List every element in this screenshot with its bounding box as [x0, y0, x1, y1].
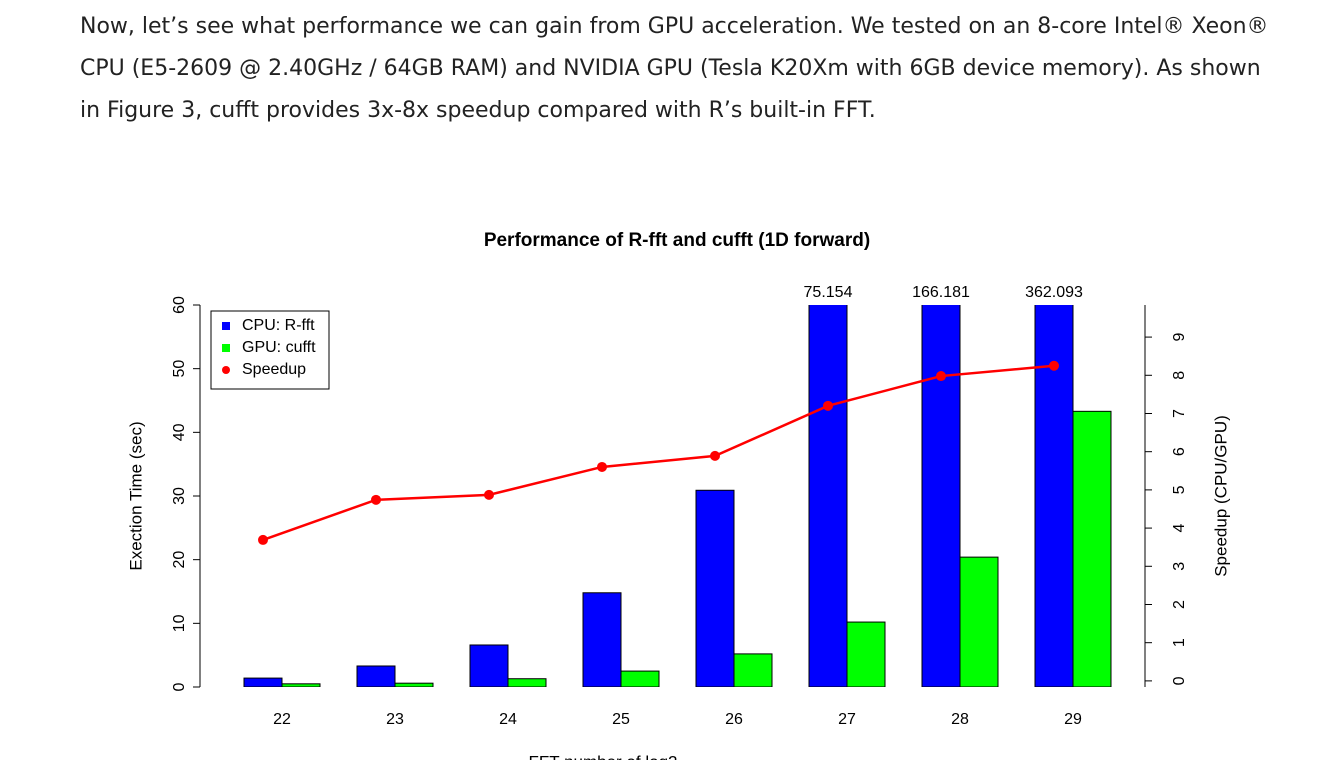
legend-label: GPU: cufft: [242, 339, 316, 356]
y2-tick-label: 0: [1171, 676, 1188, 685]
y-tick-label: 10: [171, 614, 188, 632]
x-tick-label: 22: [273, 711, 291, 728]
speedup-point: [710, 450, 720, 461]
bar: [507, 678, 547, 687]
speedup-point: [823, 400, 833, 411]
y2-tick-label: 1: [1171, 638, 1188, 647]
speedup-point: [936, 371, 946, 382]
legend-label: Speedup: [242, 361, 306, 378]
x-tick-label: 29: [1064, 711, 1082, 728]
x-tick-label: 25: [612, 711, 630, 728]
y2-tick-label: 8: [1171, 371, 1188, 380]
speedup-point: [1049, 360, 1059, 371]
y-axis-label: Exection Time (sec): [126, 421, 145, 570]
speedup-point: [258, 534, 268, 545]
chart-title: Performance of R-fft and cufft (1D forwa…: [484, 230, 870, 251]
x-tick-label: 27: [838, 711, 856, 728]
x-axis-label: FFT number of log2: [529, 752, 678, 760]
bar: [808, 305, 848, 687]
legend-marker: [222, 344, 230, 352]
bar: [356, 665, 396, 687]
y2-tick-label: 2: [1171, 600, 1188, 609]
legend-marker: [222, 322, 230, 330]
y-tick-label: 30: [171, 487, 188, 505]
value-label: 75.154: [804, 284, 853, 301]
speedup-line: [262, 364, 1055, 542]
y-tick-label: 20: [171, 551, 188, 569]
x-tick-label: 23: [386, 711, 404, 728]
bar: [846, 621, 886, 687]
bar: [1034, 305, 1074, 687]
value-label: 362.093: [1025, 284, 1083, 301]
x-tick-label: 26: [725, 711, 743, 728]
x-tick-label: 24: [499, 711, 517, 728]
bar: [695, 489, 735, 687]
bar: [620, 670, 660, 687]
y2-axis-label: Speedup (CPU/GPU): [1211, 415, 1230, 577]
bar: [582, 592, 622, 687]
bar: [921, 305, 961, 687]
legend-label: CPU: R-fft: [242, 317, 315, 334]
y-tick-label: 50: [171, 360, 188, 378]
y2-tick-label: 5: [1171, 485, 1188, 494]
speedup-point: [484, 489, 494, 500]
y2-tick-label: 4: [1171, 524, 1188, 533]
y2-tick-label: 6: [1171, 447, 1188, 456]
speedup-point: [371, 494, 381, 505]
bar: [959, 556, 999, 687]
bar: [281, 683, 321, 687]
bar: [243, 677, 283, 687]
bar: [1072, 410, 1112, 687]
legend-marker: [222, 366, 230, 374]
value-label: 166.181: [912, 284, 970, 301]
y2-tick-label: 9: [1171, 333, 1188, 342]
y-tick-label: 60: [171, 296, 188, 314]
plot-area: [243, 305, 1112, 687]
speedup-point: [597, 461, 607, 472]
bar: [394, 682, 434, 687]
y2-tick-label: 7: [1171, 409, 1188, 418]
bar: [469, 644, 509, 687]
y-tick-label: 0: [171, 682, 188, 691]
paragraph: Now, let’s see what performance we can g…: [80, 14, 1269, 123]
y2-tick-label: 3: [1171, 562, 1188, 571]
x-tick-label: 28: [951, 711, 969, 728]
bar: [733, 653, 773, 687]
legend-box: [210, 310, 330, 390]
y-tick-label: 40: [171, 423, 188, 441]
